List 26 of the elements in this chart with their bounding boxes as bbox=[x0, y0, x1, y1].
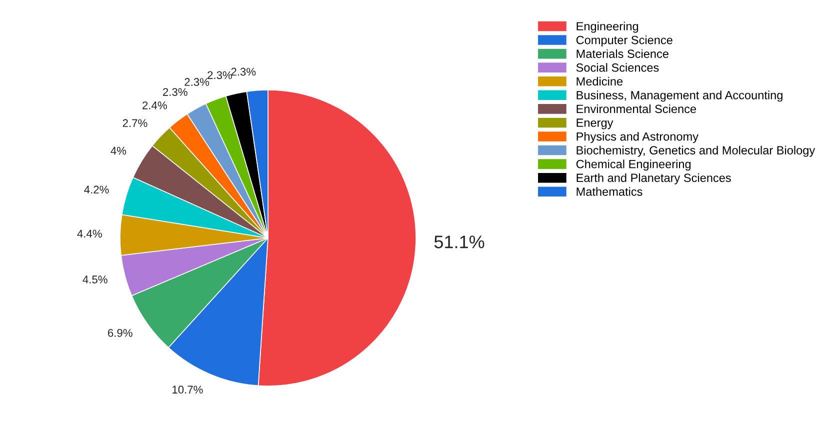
data-label: 2.3% bbox=[162, 88, 188, 96]
legend-label: Social Sciences bbox=[576, 63, 659, 72]
legend-label: Computer Science bbox=[576, 36, 672, 47]
data-label: 2.3% bbox=[231, 68, 256, 76]
data-label: 51.1% bbox=[434, 236, 484, 248]
legend-label: Engineering bbox=[576, 22, 638, 33]
data-label: 2.4% bbox=[142, 101, 167, 110]
data-label: 10.7% bbox=[172, 386, 203, 394]
legend-label: Medicine bbox=[576, 76, 623, 86]
legend-label: Business, Management and Accounting bbox=[576, 90, 782, 102]
data-label: 4% bbox=[110, 146, 126, 155]
data-label: 4.4% bbox=[77, 230, 102, 238]
data-label: 2.3% bbox=[184, 78, 210, 86]
data-label: 6.9% bbox=[108, 328, 132, 337]
data-label: 4.5% bbox=[82, 276, 108, 284]
legend-label: Chemical Engineering bbox=[576, 160, 691, 171]
data-label: 4.2% bbox=[84, 186, 109, 194]
legend-label: Earth and Planetary Sciences bbox=[576, 173, 731, 184]
legend-label: Materials Science bbox=[576, 49, 668, 58]
data-label: 2.7% bbox=[122, 119, 148, 127]
data-label: 2.3% bbox=[208, 71, 232, 80]
legend-label: Environmental Science bbox=[576, 104, 696, 114]
legend-label: Mathematics bbox=[576, 187, 642, 196]
legend-label: Energy bbox=[576, 118, 614, 130]
legend-label: Physics and Astronomy bbox=[576, 132, 698, 144]
legend-label: Biochemistry, Genetics and Molecular Biology bbox=[576, 146, 816, 157]
